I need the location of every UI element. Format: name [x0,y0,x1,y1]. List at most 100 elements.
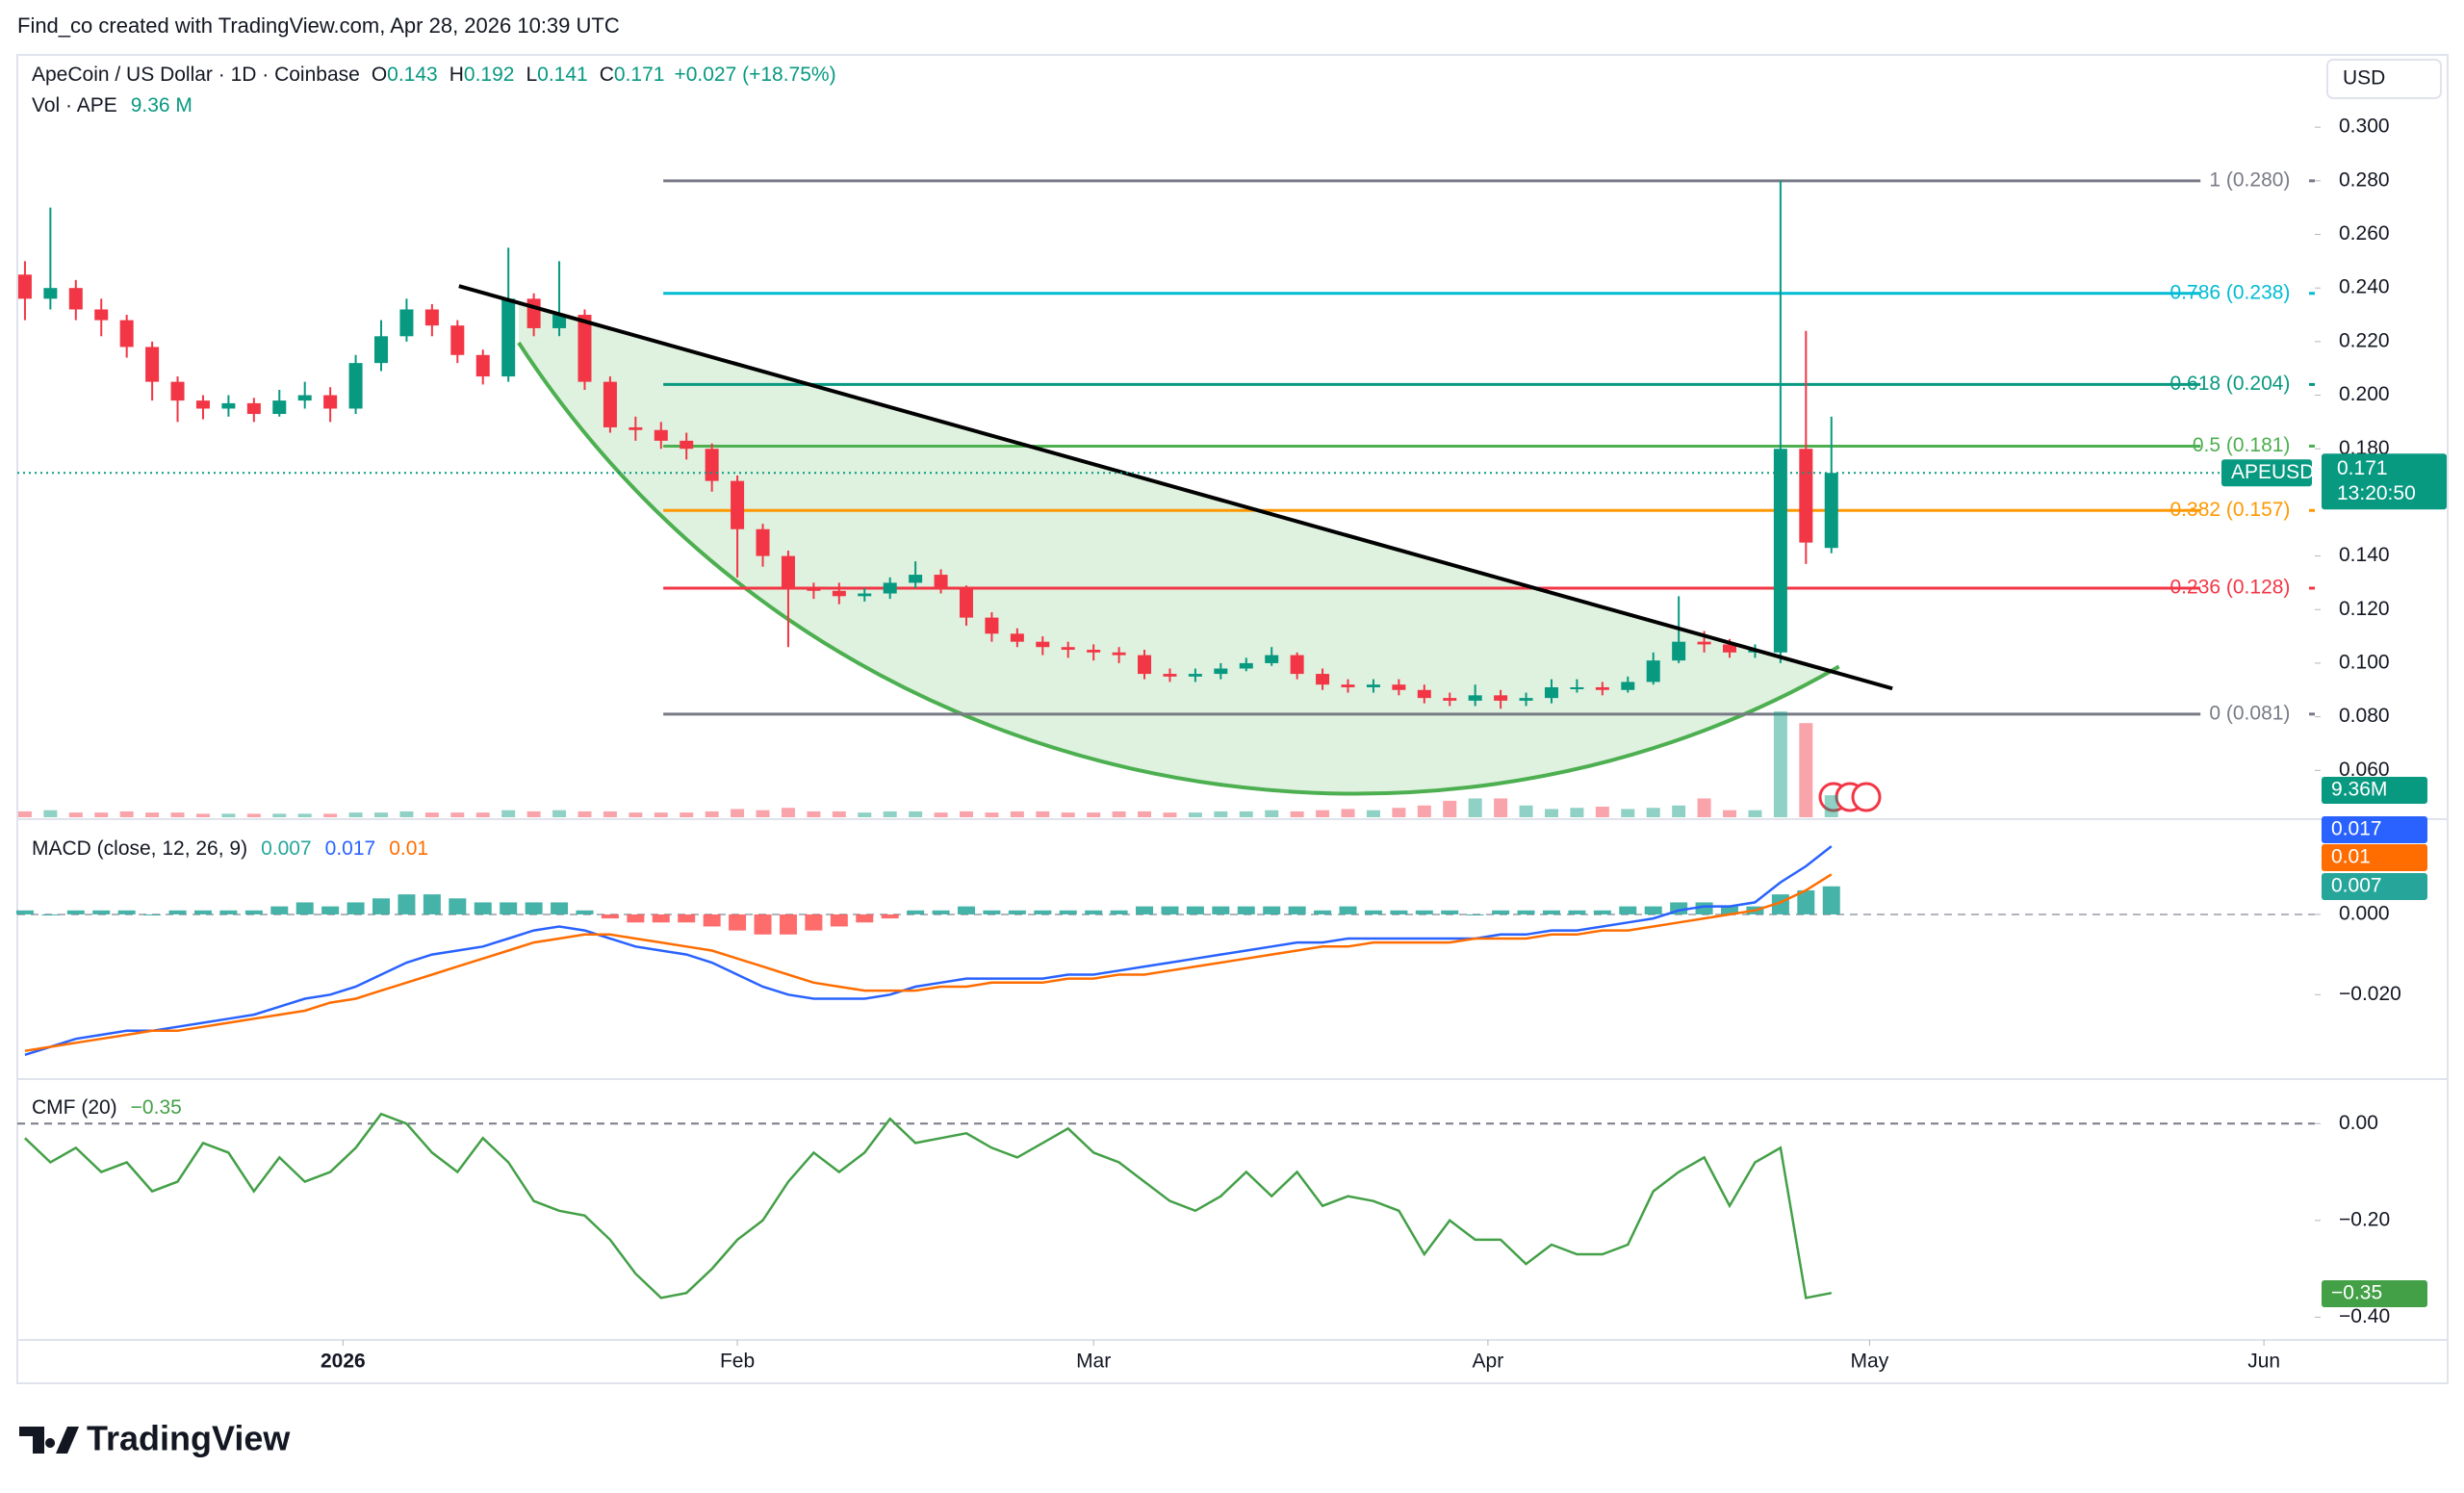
volume-bar [807,811,821,817]
histogram-bar [346,902,365,914]
volume-bar [501,810,516,817]
legend-title: MACD (close, 12, 26, 9) [32,837,247,860]
candle-body [1138,655,1152,675]
histogram-bar [117,910,136,914]
volume-bar [1672,805,1686,817]
event-icon[interactable] [1851,782,1882,812]
histogram-value: 0.007 [2331,875,2382,897]
histogram-bar [805,914,823,931]
countdown: 13:20:50 [2337,482,2416,504]
volume-bar [374,812,389,817]
volume-bar [94,812,109,817]
volume-bar [195,813,210,817]
histogram-bar [754,914,772,935]
volume-bar [1570,808,1584,817]
volume-bar [475,812,490,817]
ohlc-value: 0.192 [464,64,515,86]
candle-body [985,617,999,634]
candle-body [1036,641,1050,648]
candle-body [578,315,592,382]
volume-bar [959,811,973,817]
trendline [458,284,1893,691]
candle-body [1570,686,1584,689]
histogram-bar [244,910,263,914]
y-tick-label: 0.220 [2339,329,2390,351]
histogram-bar [1212,906,1230,914]
volume-bar [654,812,668,817]
candle-body [1468,695,1482,701]
volume-bar [1824,795,1838,817]
candle-body [832,590,846,597]
volume-bar [603,811,617,817]
x-tick-label: Apr [1473,1351,1504,1373]
histogram-bar [1466,914,1484,915]
symbol-label-box [2221,459,2312,487]
volume-bar [909,811,923,817]
candle-body [1799,449,1813,543]
volume-bar [680,812,694,817]
volume-bar [399,811,414,817]
fib-label: 1 (0.280) [2209,168,2290,191]
ohlc-value: 0.171 [614,64,665,86]
candle-body [1112,652,1126,656]
volume-axis-label: 9.36M [2331,779,2387,801]
histogram-bar [1364,910,1382,914]
candle-body [603,381,617,427]
histogram-bar [1136,906,1154,914]
volume-bar [1392,808,1406,817]
volume-bar [1417,805,1431,817]
histogram-bar [1339,906,1357,914]
histogram-bar [1619,906,1637,914]
cmf-value-box [2322,1280,2427,1307]
volume-bar [731,809,745,817]
volume-bar [1010,811,1024,817]
macd-line [24,873,1833,1052]
volume-bar [1799,723,1813,817]
tradingview-logo: TradingView [19,1419,291,1458]
volume-bar [246,813,261,817]
event-icons[interactable] [1818,782,1882,812]
candle-body [1595,686,1609,690]
candle-body [501,298,516,377]
histogram-bar [270,906,289,914]
volume-bar [1087,812,1101,817]
volume-bar [629,812,643,817]
histogram-bar [1593,910,1611,914]
volume-bar [1036,811,1050,817]
currency[interactable]: USD [2343,67,2385,90]
volume-bar [348,812,363,817]
last-price-box [2322,453,2447,510]
candle-body [221,402,236,409]
legend-title: CMF (20) [32,1096,117,1119]
ohlc-value: 0.141 [537,64,588,86]
attribution: Find_co created with TradingView.com, Ap… [17,13,620,38]
ohlc-key: L [526,64,537,86]
volume-bar [1748,810,1762,817]
histogram-bar [957,906,975,914]
volume-bar [934,812,948,817]
histogram-bar [1542,910,1560,914]
histogram-bar [1059,910,1077,914]
volume-bar [832,811,846,817]
volume-bar [985,812,999,817]
logo-mark [19,1427,79,1454]
histogram-bar [856,914,874,923]
y-tick-label: 0.000 [2339,902,2390,924]
volume-bar [1621,809,1635,817]
histogram-bar [398,894,416,914]
volume-value: 9.36 M [131,94,192,116]
currency-button[interactable] [2326,59,2442,99]
histogram-bar [41,914,60,915]
x-tick-label: Jun [2247,1351,2280,1373]
volume-bar [1697,798,1711,817]
histogram-bar [703,914,721,927]
candle-body [272,400,287,415]
x-tick-label: May [1851,1351,1889,1373]
histogram-bar [168,910,187,914]
volume-bar [1316,810,1330,817]
histogram-bar [678,914,696,923]
volume-bar [1519,805,1533,817]
legend: Vol · APE 9.36 M [32,94,192,116]
volume-bar [272,813,287,817]
volume-bar [170,812,185,817]
